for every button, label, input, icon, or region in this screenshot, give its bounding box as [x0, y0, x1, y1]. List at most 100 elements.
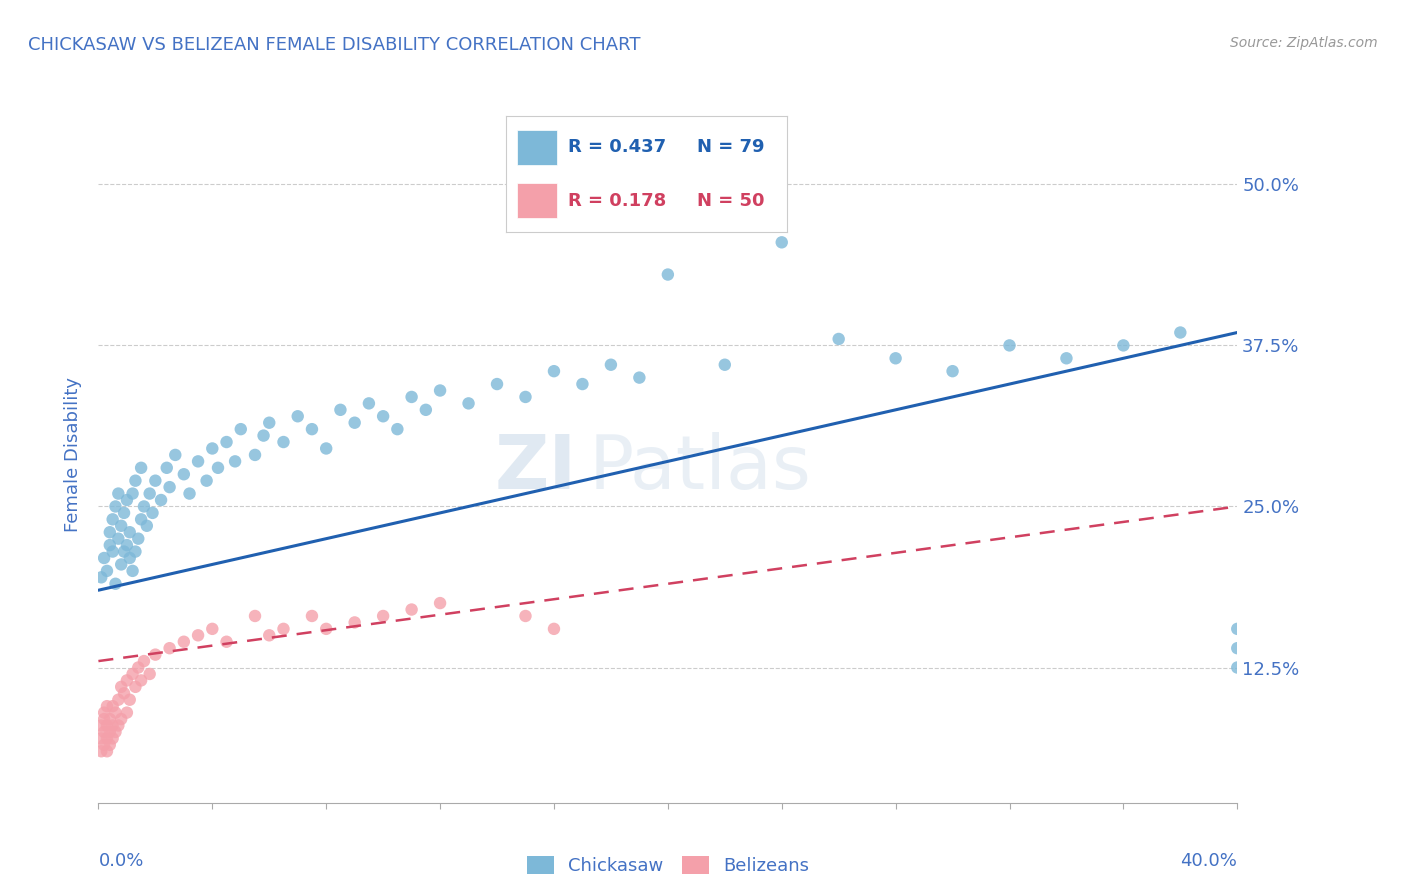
Point [90, 718, 112, 732]
Point [243, 448, 266, 462]
Point [273, 435, 295, 450]
Point [138, 667, 160, 681]
Point [90, 570, 112, 584]
Point [1226, 641, 1249, 656]
Point [201, 622, 224, 636]
Text: CHICKASAW VS BELIZEAN FEMALE DISABILITY CORRELATION CHART: CHICKASAW VS BELIZEAN FEMALE DISABILITY … [28, 36, 641, 54]
Point [121, 486, 143, 500]
Point [1170, 326, 1192, 340]
Text: 0.0%: 0.0% [98, 852, 143, 870]
Y-axis label: Female Disability: Female Disability [65, 377, 83, 533]
Point [401, 390, 423, 404]
Point [173, 467, 195, 482]
Point [93, 706, 115, 720]
Point [129, 512, 152, 526]
Point [201, 442, 224, 456]
Point [93, 725, 115, 739]
Legend: Chickasaw, Belizeans: Chickasaw, Belizeans [517, 847, 818, 884]
Point [118, 551, 141, 566]
Point [90, 744, 112, 758]
Point [179, 486, 201, 500]
Point [104, 500, 127, 514]
Text: N = 79: N = 79 [697, 138, 765, 156]
Point [101, 544, 124, 558]
Point [110, 680, 132, 694]
Point [315, 622, 337, 636]
Point [628, 370, 651, 384]
Text: 40.0%: 40.0% [1181, 852, 1237, 870]
Point [110, 518, 132, 533]
Point [259, 416, 281, 430]
Point [96, 744, 118, 758]
Point [301, 609, 323, 624]
Point [714, 358, 737, 372]
Point [98, 525, 121, 540]
Point [107, 486, 129, 500]
Point [1226, 660, 1249, 674]
Point [387, 422, 409, 436]
Point [207, 460, 229, 475]
Point [165, 448, 187, 462]
Point [173, 634, 195, 648]
Point [287, 409, 309, 424]
Point [124, 474, 146, 488]
Point [156, 460, 179, 475]
Point [127, 532, 149, 546]
Point [329, 402, 352, 417]
Point [457, 396, 479, 410]
Point [104, 576, 127, 591]
Point [401, 602, 423, 616]
Point [215, 634, 238, 648]
Point [429, 384, 451, 398]
Point [110, 558, 132, 572]
Point [998, 338, 1021, 352]
Point [101, 731, 124, 746]
Point [135, 518, 157, 533]
Text: ZI: ZI [495, 433, 576, 506]
Point [129, 460, 152, 475]
Point [107, 692, 129, 706]
Point [145, 474, 167, 488]
Point [112, 544, 135, 558]
Point [104, 706, 127, 720]
Point [90, 731, 112, 746]
Point [259, 628, 281, 642]
Point [115, 673, 138, 688]
Point [224, 454, 246, 468]
Text: Source: ZipAtlas.com: Source: ZipAtlas.com [1230, 36, 1378, 50]
Point [124, 544, 146, 558]
Point [129, 673, 152, 688]
Point [124, 680, 146, 694]
Point [273, 622, 295, 636]
Point [127, 660, 149, 674]
Point [357, 396, 380, 410]
Point [1112, 338, 1135, 352]
Point [187, 454, 209, 468]
Point [132, 654, 155, 668]
Point [600, 358, 623, 372]
Point [543, 622, 565, 636]
Point [121, 667, 143, 681]
Point [515, 609, 537, 624]
Point [110, 712, 132, 726]
Point [1226, 622, 1249, 636]
Point [101, 699, 124, 714]
Point [415, 402, 437, 417]
Text: Patlas: Patlas [588, 433, 811, 506]
Point [301, 422, 323, 436]
Point [138, 486, 160, 500]
Point [770, 235, 793, 250]
Point [515, 390, 537, 404]
Point [571, 377, 593, 392]
Point [159, 641, 181, 656]
FancyBboxPatch shape [517, 130, 557, 165]
Point [93, 712, 115, 726]
Point [343, 416, 366, 430]
Point [187, 628, 209, 642]
Point [543, 364, 565, 378]
Point [942, 364, 965, 378]
Point [252, 428, 274, 442]
Point [112, 506, 135, 520]
Point [828, 332, 851, 346]
Point [195, 474, 218, 488]
